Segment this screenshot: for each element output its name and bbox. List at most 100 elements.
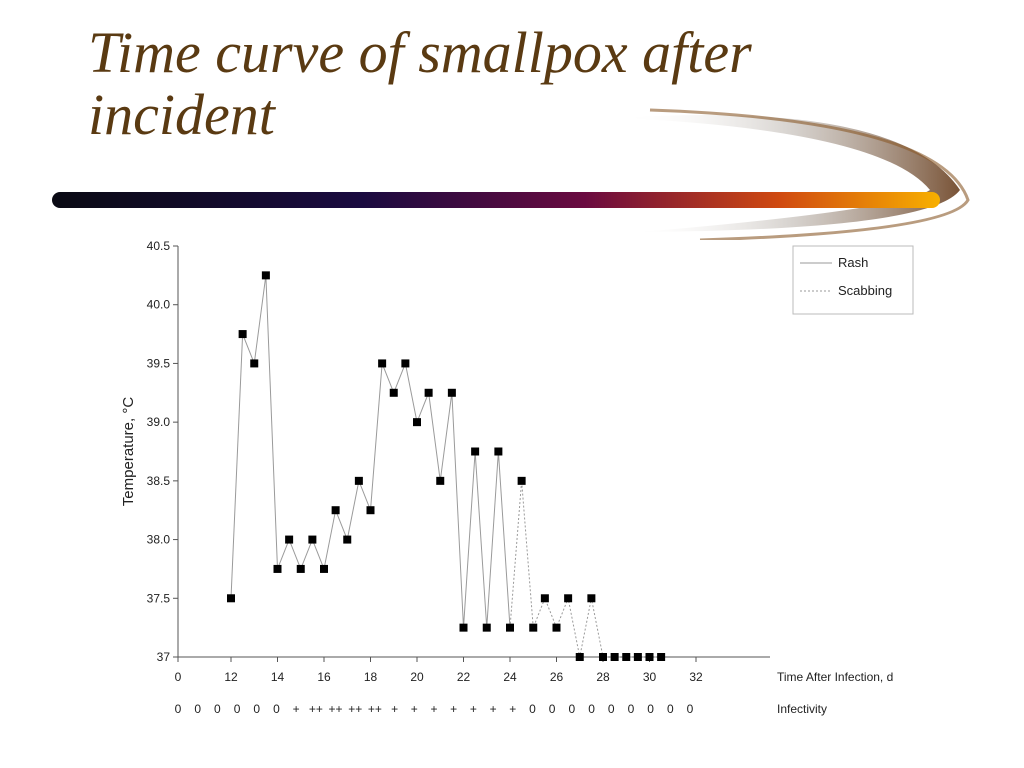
legend: Rash Scabbing <box>792 245 914 315</box>
y-tick-label: 40.5 <box>147 239 171 253</box>
legend-label: Rash <box>838 255 868 270</box>
x-tick-label: 24 <box>503 670 517 684</box>
x-tick-label: 20 <box>410 670 424 684</box>
data-point <box>401 359 410 368</box>
infectivity-symbol: + <box>391 702 398 716</box>
data-point <box>436 476 445 485</box>
data-point <box>366 506 375 515</box>
x-tick-label: 18 <box>364 670 378 684</box>
axes: 37 37.5 38.0 38.5 39.0 39.5 40.0 40.5 0 12 14 16 18 2… <box>120 239 893 684</box>
infectivity-label: Infectivity <box>777 702 827 716</box>
data-point <box>482 623 491 632</box>
data-point <box>296 564 305 573</box>
series-layer <box>227 271 666 661</box>
legend-box <box>792 245 914 315</box>
x-tick-label: 16 <box>317 670 331 684</box>
data-point <box>447 388 456 397</box>
data-point <box>564 594 573 603</box>
y-tick-label: 38.5 <box>147 474 171 488</box>
data-point <box>238 330 247 339</box>
infectivity-symbol: 0 <box>214 702 221 716</box>
infectivity-symbol: 0 <box>628 702 635 716</box>
x-tick-label: 26 <box>550 670 564 684</box>
decorative-swoosh <box>52 108 970 240</box>
data-point <box>517 476 526 485</box>
infectivity-symbol: 0 <box>647 702 654 716</box>
infectivity-symbol: + <box>509 702 516 716</box>
data-point <box>622 653 631 661</box>
data-point <box>331 506 340 515</box>
data-point <box>273 564 282 573</box>
infectivity-symbol: 0 <box>588 702 595 716</box>
x-tick-label: 28 <box>596 670 610 684</box>
data-point <box>610 653 619 661</box>
infectivity-symbol: + <box>411 702 418 716</box>
x-tick-label: 0 <box>175 670 182 684</box>
infectivity-symbol: + <box>293 702 300 716</box>
data-point <box>308 535 317 544</box>
data-point <box>506 623 514 632</box>
infectivity-symbol: 0 <box>569 702 576 716</box>
infectivity-symbol: + <box>430 702 437 716</box>
infectivity-symbol: 0 <box>273 702 280 716</box>
infectivity-symbol: 0 <box>549 702 556 716</box>
slide-title: Time curve of smallpox after incident <box>88 20 752 147</box>
infectivity-symbol: + <box>490 702 497 716</box>
data-point <box>459 623 468 632</box>
y-tick-label: 38.0 <box>147 533 171 547</box>
data-point <box>250 359 259 368</box>
x-tick-label: 30 <box>643 670 657 684</box>
x-tick-label: 14 <box>271 670 285 684</box>
infectivity-symbol: 0 <box>175 702 182 716</box>
x-tick-label: 32 <box>689 670 703 684</box>
infectivity-symbol: ++ <box>348 702 362 716</box>
data-point <box>587 594 596 603</box>
data-point <box>320 564 328 573</box>
legend-label: Scabbing <box>838 283 892 298</box>
infectivity-symbol: ++ <box>309 702 323 716</box>
data-point <box>354 476 363 485</box>
y-axis-label: Temperature, °C <box>120 397 137 507</box>
data-point <box>389 388 398 397</box>
infectivity-symbol: 0 <box>608 702 615 716</box>
data-point <box>540 594 549 603</box>
data-point <box>285 535 294 544</box>
series-line-rash <box>230 275 511 628</box>
infectivity-row: 0 0 0 0 0 0 + ++ ++ ++ ++ + + + + + + +0 0 0 0 0 0 0 0 0 Infectivi… <box>175 702 827 716</box>
infectivity-symbol: 0 <box>253 702 260 716</box>
x-axis-label: Time After Infection, d <box>777 670 893 684</box>
y-tick-label: 40.0 <box>147 298 171 312</box>
y-tick-label: 37.5 <box>147 591 171 605</box>
data-point <box>494 447 503 456</box>
x-tick-label: 22 <box>457 670 471 684</box>
data-point <box>575 653 584 661</box>
x-tick-label: 12 <box>224 670 238 684</box>
data-point <box>471 447 480 456</box>
data-point <box>378 359 387 368</box>
data-point <box>529 623 538 632</box>
data-point <box>343 535 352 544</box>
infectivity-symbol: 0 <box>667 702 674 716</box>
data-point <box>645 653 654 661</box>
y-tick-label: 39.5 <box>147 356 171 370</box>
infectivity-symbol: ++ <box>368 702 382 716</box>
infectivity-symbol: + <box>470 702 477 716</box>
y-tick-label: 39.0 <box>147 415 171 429</box>
infectivity-symbol: 0 <box>234 702 241 716</box>
data-point <box>413 418 421 427</box>
data-point <box>657 653 666 661</box>
data-point <box>552 623 561 632</box>
data-point <box>227 594 235 603</box>
swoosh-shape <box>620 115 960 232</box>
infectivity-symbol: 0 <box>687 702 694 716</box>
data-point <box>633 653 642 661</box>
data-point <box>261 271 270 280</box>
data-point <box>424 388 433 397</box>
y-tick-label: 37 <box>157 650 171 664</box>
infectivity-symbol: ++ <box>329 702 343 716</box>
infectivity-symbol: 0 <box>194 702 201 716</box>
infectivity-symbol: + <box>450 702 457 716</box>
data-point <box>599 653 607 661</box>
decorative-bar <box>52 192 940 208</box>
